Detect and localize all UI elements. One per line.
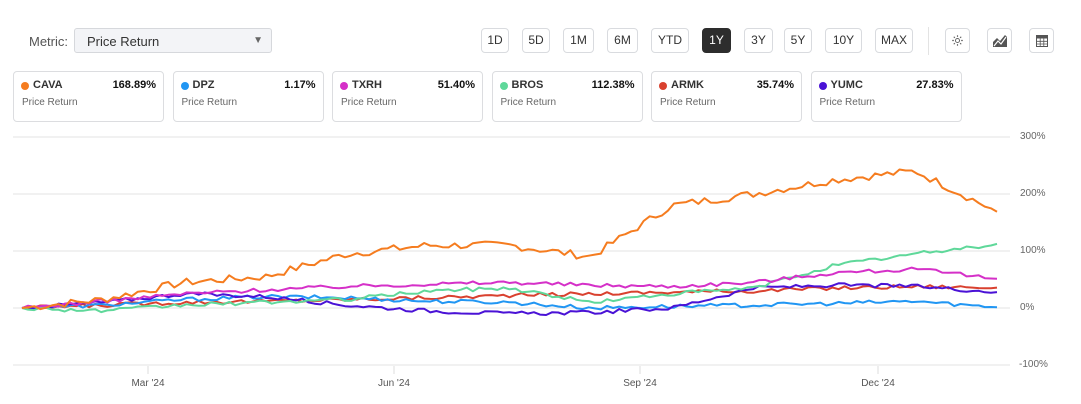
range-button-5d[interactable]: 5D [522, 28, 550, 53]
toolbar-divider [928, 27, 929, 55]
series-line-bros[interactable] [21, 242, 998, 314]
series-color-dot [21, 82, 29, 90]
metric-name: Price Return [341, 97, 397, 108]
return-value: 112.38% [591, 79, 635, 91]
series-line-txrh[interactable] [21, 266, 998, 309]
series-line-cava[interactable] [21, 168, 998, 311]
ticker-card-bros[interactable]: BROS 112.38% Price Return [491, 71, 643, 122]
ticker-symbol: CAVA [33, 79, 63, 91]
range-button-1m[interactable]: 1M [563, 28, 594, 53]
ticker-card-dpz[interactable]: DPZ 1.17% Price Return [172, 71, 324, 122]
x-tick-label: Mar '24 [131, 378, 165, 389]
ticker-card-armk[interactable]: ARMK 35.74% Price Return [651, 71, 802, 122]
table-view-icon [1035, 34, 1048, 47]
price-return-chart[interactable] [0, 125, 1081, 404]
range-button-5y[interactable]: 5Y [784, 28, 812, 53]
chart-type-icon [992, 34, 1007, 47]
settings-button[interactable] [945, 28, 970, 53]
range-button-ytd[interactable]: YTD [651, 28, 689, 53]
metric-label: Metric: [29, 34, 68, 49]
range-button-1y[interactable]: 1Y [702, 28, 731, 53]
toolbar: Metric: Price Return ▼ 1D 5D 1M 6M YTD 1Y 3Y 5Y… [0, 27, 1081, 55]
series-color-dot [180, 82, 189, 90]
range-button-3y[interactable]: 3Y [744, 28, 773, 53]
chart-type-button[interactable] [987, 28, 1012, 53]
metric-name: Price Return [660, 97, 716, 108]
return-value: 27.83% [916, 79, 954, 91]
ticker-card-yumc[interactable]: YUMC 27.83% Price Return [810, 71, 962, 122]
series-line-dpz[interactable] [21, 294, 998, 311]
y-tick-label: 200% [1020, 188, 1046, 199]
settings-icon [952, 35, 963, 46]
table-view-button[interactable] [1029, 28, 1054, 53]
series-line-armk[interactable] [21, 284, 998, 310]
return-value: 1.17% [284, 79, 316, 91]
chevron-down-icon: ▼ [253, 35, 263, 46]
range-button-1d[interactable]: 1D [481, 28, 509, 53]
series-color-dot [818, 82, 827, 90]
return-value: 168.89% [112, 79, 156, 91]
ticker-symbol: DPZ [192, 79, 215, 91]
metric-name: Price Return [500, 97, 557, 108]
ticker-symbol: YUMC [830, 79, 863, 91]
ticker-symbol: ARMK [671, 79, 704, 91]
series-color-dot [659, 82, 667, 90]
metric-select-value: Price Return [87, 34, 160, 49]
metric-name: Price Return [22, 97, 78, 108]
series-color-dot [499, 82, 508, 90]
ticker-card-cava[interactable]: CAVA 168.89% Price Return [13, 71, 164, 122]
metric-select[interactable]: Price Return ▼ [74, 28, 272, 53]
x-tick-label: Sep '24 [623, 378, 657, 389]
y-tick-label: -100% [1019, 359, 1048, 370]
ticker-symbol: BROS [511, 79, 544, 91]
metric-name: Price Return [819, 97, 876, 108]
ticker-symbol: TXRH [352, 79, 382, 91]
x-tick-label: Jun '24 [378, 378, 410, 389]
series-color-dot [340, 82, 348, 90]
metric-name: Price Return [181, 97, 238, 108]
return-value: 35.74% [756, 79, 794, 91]
range-button-10y[interactable]: 10Y [825, 28, 862, 53]
range-button-max[interactable]: MAX [875, 28, 913, 53]
y-tick-label: 100% [1020, 245, 1046, 256]
ticker-card-txrh[interactable]: TXRH 51.40% Price Return [332, 71, 483, 122]
range-button-6m[interactable]: 6M [607, 28, 638, 53]
y-tick-label: 300% [1020, 131, 1046, 142]
x-tick-label: Dec '24 [861, 378, 895, 389]
return-value: 51.40% [437, 79, 475, 91]
y-tick-label: 0% [1020, 302, 1035, 313]
